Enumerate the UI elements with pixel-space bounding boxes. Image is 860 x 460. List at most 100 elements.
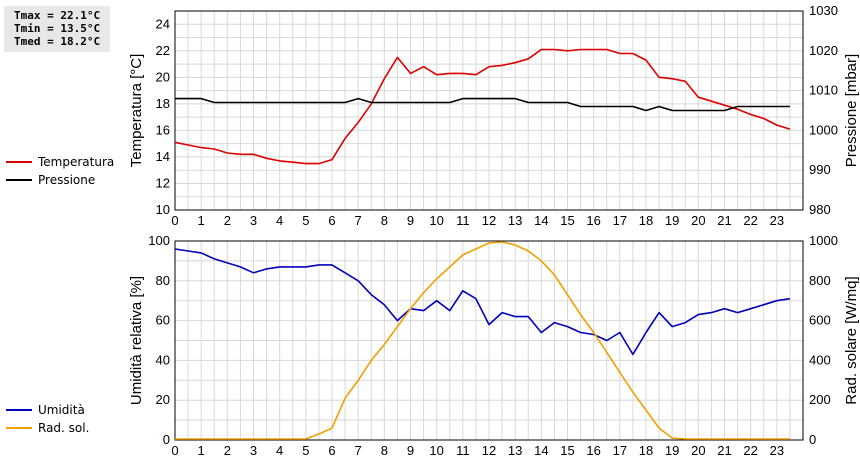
y-left-tick-label: 20 [156, 392, 170, 407]
x-tick-label: 22 [743, 213, 757, 228]
x-tick-label: 19 [665, 443, 679, 458]
x-tick-label: 11 [456, 443, 470, 458]
y-right-tick-label: 990 [809, 162, 831, 177]
x-tick-label: 23 [770, 213, 784, 228]
x-tick-label: 4 [276, 443, 283, 458]
y-right-tick-label: 600 [809, 313, 831, 328]
legend-swatch-radsol [6, 427, 32, 429]
y-right-tick-label: 1000 [809, 122, 838, 137]
y-right-tick-label: 980 [809, 202, 831, 217]
x-tick-label: 10 [429, 213, 443, 228]
legend-entry-umidita: Umidità [6, 401, 85, 419]
tmax-text: Tmax = 22.1°C [14, 9, 101, 22]
x-tick-label: 20 [691, 213, 705, 228]
y-right-tick-label: 400 [809, 352, 831, 367]
series-line-temperatura [174, 48, 791, 165]
plot-frame [174, 10, 804, 211]
x-tick-label: 21 [717, 443, 731, 458]
y-right-tick-label: 800 [809, 273, 831, 288]
x-tick-label: 16 [586, 443, 600, 458]
y-right-tick-label: 1020 [809, 43, 838, 58]
x-tick-label: 13 [508, 213, 522, 228]
x-tick-label: 17 [613, 213, 627, 228]
y-left-axis-label: Temperatura [°C] [128, 54, 145, 168]
x-tick-label: 9 [407, 213, 414, 228]
x-tick-label: 4 [276, 213, 283, 228]
x-tick-label: 15 [560, 213, 574, 228]
y-left-tick-label: 80 [156, 273, 170, 288]
x-tick-label: 18 [639, 213, 653, 228]
x-tick-label: 8 [381, 213, 388, 228]
legend-swatch-umidita [6, 409, 32, 411]
x-tick-label: 19 [665, 213, 679, 228]
legend-entry-temperatura: Temperatura [6, 153, 114, 171]
x-tick-label: 3 [250, 213, 257, 228]
plot-frame [174, 240, 804, 441]
x-tick-label: 21 [717, 213, 731, 228]
y-right-axis-label: Rad. solare [W/mq] [843, 276, 860, 404]
chart-panel-1: 0 1 2 3 4 5 6 7 8 9 10 11 12 13 14 15 16 17 18 19 20 21 22 2302… [128, 233, 860, 458]
x-tick-label: 13 [508, 443, 522, 458]
legend-entry-radsol: Rad. sol. [6, 419, 89, 437]
x-tick-label: 14 [534, 213, 548, 228]
x-tick-label: 14 [534, 443, 548, 458]
y-left-tick-label: 10 [156, 202, 170, 217]
series-line-pressione [175, 97, 790, 112]
legend-entry-pressione: Pressione [6, 171, 114, 189]
y-left-tick-label: 24 [156, 16, 170, 31]
x-tick-label: 20 [691, 443, 705, 458]
y-left-tick-label: 16 [156, 122, 170, 137]
top-legend: Temperatura Pressione [6, 153, 114, 189]
y-left-tick-label: 12 [156, 175, 170, 190]
y-right-tick-label: 1000 [809, 233, 838, 248]
x-tick-label: 9 [407, 443, 414, 458]
x-tick-label: 18 [639, 443, 653, 458]
x-tick-label: 16 [586, 213, 600, 228]
x-tick-label: 8 [381, 443, 388, 458]
x-tick-label: 6 [328, 443, 335, 458]
y-right-tick-label: 0 [809, 432, 816, 447]
series-line-rad-sol [175, 241, 790, 440]
x-tick-label: 15 [560, 443, 574, 458]
x-tick-label: 5 [302, 213, 309, 228]
x-tick-label: 0 [171, 443, 178, 458]
x-tick-label: 1 [198, 443, 205, 458]
y-left-tick-label: 0 [163, 432, 170, 447]
legend-label-pressione: Pressione [38, 173, 96, 187]
x-tick-label: 6 [328, 213, 335, 228]
y-right-axis-label: Pressione [mbar] [843, 54, 860, 167]
y-left-tick-label: 22 [156, 43, 170, 58]
x-tick-label: 12 [482, 443, 496, 458]
y-left-tick-label: 20 [156, 69, 170, 84]
x-tick-label: 5 [302, 443, 309, 458]
x-tick-label: 7 [355, 213, 362, 228]
x-tick-label: 1 [198, 213, 205, 228]
y-left-tick-label: 40 [156, 352, 170, 367]
x-tick-label: 22 [743, 443, 757, 458]
y-right-tick-label: 1010 [809, 83, 838, 98]
legend-swatch-temperatura [6, 161, 32, 163]
legend-label-umidita: Umidità [38, 403, 85, 417]
series-line-umidit [174, 248, 791, 356]
x-tick-label: 11 [456, 213, 470, 228]
y-left-tick-label: 60 [156, 313, 170, 328]
x-tick-label: 0 [171, 213, 178, 228]
legend-label-radsol: Rad. sol. [38, 421, 90, 435]
tmin-text: Tmin = 13.5°C [14, 22, 101, 35]
x-tick-label: 17 [613, 443, 627, 458]
stats-box: Tmax = 22.1°C Tmin = 13.5°C Tmed = 18.2°… [4, 6, 110, 52]
y-left-axis-label: Umidità relativa [%] [128, 276, 145, 405]
y-left-tick-label: 14 [156, 149, 170, 164]
x-tick-label: 7 [355, 443, 362, 458]
y-right-tick-label: 200 [809, 392, 831, 407]
tmed-text: Tmed = 18.2°C [14, 35, 101, 48]
x-tick-label: 2 [224, 443, 231, 458]
x-tick-label: 10 [429, 443, 443, 458]
legend-swatch-pressione [6, 179, 32, 181]
x-tick-label: 12 [482, 213, 496, 228]
legend-label-temperatura: Temperatura [38, 155, 115, 169]
x-tick-label: 23 [770, 443, 784, 458]
chart-panel-0: 0 1 2 3 4 5 6 7 8 9 10 11 12 13 14 15 16 17 18 19 20 21 22 23 10… [128, 3, 860, 228]
y-left-tick-label: 18 [156, 96, 170, 111]
